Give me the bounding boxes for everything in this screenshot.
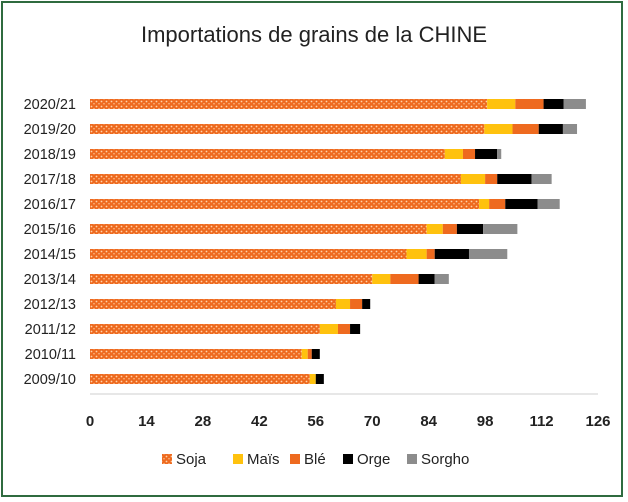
bar-mais-2012-13 — [335, 299, 351, 309]
bar-ble-2020-21 — [515, 99, 544, 109]
bar-ble-2015-16 — [442, 224, 457, 234]
bar-ble-2016-17 — [489, 199, 506, 209]
x-tick-label: 0 — [86, 413, 94, 430]
category-label: 2010/11 — [25, 347, 76, 363]
category-label: 2017/18 — [24, 172, 76, 188]
bar-mais-2010-11 — [301, 349, 308, 359]
bar-orge-2016-17 — [505, 199, 538, 209]
bar-mais-2016-17 — [479, 199, 490, 209]
bar-sorgho-2013-14 — [434, 274, 449, 284]
bar-mais-2013-14 — [372, 274, 391, 284]
bar-orge-2011-12 — [350, 324, 361, 334]
bar-ble-2011-12 — [337, 324, 351, 334]
category-label: 2013/14 — [24, 272, 76, 288]
bar-soja-2016-17 — [90, 199, 480, 209]
x-tick-label: 70 — [364, 413, 381, 430]
category-label: 2016/17 — [24, 197, 76, 213]
bar-soja-2018-19 — [90, 149, 445, 159]
bar-mais-2017-18 — [460, 174, 486, 184]
bar-ble-2018-19 — [462, 149, 476, 159]
category-label: 2011/12 — [25, 322, 76, 338]
bar-sorgho-2016-17 — [537, 199, 560, 209]
x-tick-label: 126 — [585, 413, 610, 430]
legend-swatch-mais — [233, 454, 243, 464]
bar-soja-2010-11 — [90, 349, 302, 359]
bar-soja-2020-21 — [90, 99, 488, 109]
legend-swatch-sorgho — [407, 454, 417, 464]
category-label: 2018/19 — [24, 147, 76, 163]
chart-title: Importations de grains de la CHINE — [140, 22, 488, 47]
bar-orge-2014-15 — [434, 249, 469, 259]
bar-ble-2010-11 — [307, 349, 312, 359]
bar-mais-2011-12 — [319, 324, 338, 334]
x-tick-label: 56 — [307, 413, 324, 430]
bar-sorgho-2015-16 — [483, 224, 518, 234]
legend-label-soja: Soja — [176, 451, 207, 468]
bar-orge-2010-11 — [311, 349, 320, 359]
legend-swatch-ble — [290, 454, 300, 464]
x-tick-label: 42 — [251, 413, 268, 430]
bar-orge-2012-13 — [362, 299, 371, 309]
bar-sorgho-2020-21 — [563, 99, 586, 109]
bar-mais-2009-10 — [309, 374, 316, 384]
bar-mais-2020-21 — [487, 99, 516, 109]
category-label: 2009/10 — [24, 372, 76, 388]
bar-sorgho-2017-18 — [531, 174, 552, 184]
bar-soja-2009-10 — [90, 374, 310, 384]
category-label: 2014/15 — [24, 247, 76, 263]
bar-soja-2012-13 — [90, 299, 336, 309]
category-label: 2020/21 — [24, 97, 76, 113]
x-tick-label: 98 — [477, 413, 494, 430]
bar-sorgho-2014-15 — [468, 249, 508, 259]
bar-orge-2019-20 — [538, 124, 563, 134]
bar-ble-2014-15 — [426, 249, 435, 259]
bar-orge-2015-16 — [456, 224, 484, 234]
bar-mais-2018-19 — [444, 149, 463, 159]
bar-mais-2014-15 — [406, 249, 427, 259]
bar-orge-2009-10 — [315, 374, 324, 384]
bar-soja-2019-20 — [90, 124, 485, 134]
bar-sorgho-2018-19 — [497, 149, 502, 159]
legend-label-sorgho: Sorgho — [421, 451, 469, 468]
legend-swatch-orge — [343, 454, 353, 464]
bar-ble-2017-18 — [485, 174, 498, 184]
bar-soja-2013-14 — [90, 274, 373, 284]
category-label: 2019/20 — [24, 122, 76, 138]
bar-soja-2014-15 — [90, 249, 407, 259]
category-label: 2012/13 — [24, 297, 76, 313]
bar-soja-2015-16 — [90, 224, 427, 234]
bar-orge-2018-19 — [475, 149, 498, 159]
bar-soja-2011-12 — [90, 324, 320, 334]
bar-orge-2013-14 — [418, 274, 435, 284]
x-tick-label: 28 — [195, 413, 212, 430]
bar-soja-2017-18 — [90, 174, 461, 184]
bar-ble-2012-13 — [350, 299, 363, 309]
bar-mais-2015-16 — [426, 224, 443, 234]
bar-ble-2013-14 — [390, 274, 419, 284]
legend-label-ble: Blé — [304, 451, 326, 468]
bar-orge-2017-18 — [497, 174, 532, 184]
legend-label-mais: Maïs — [247, 451, 280, 468]
bar-sorgho-2019-20 — [562, 124, 578, 134]
legend-label-orge: Orge — [357, 451, 390, 468]
x-tick-label: 14 — [138, 413, 155, 430]
x-tick-label: 112 — [529, 413, 553, 430]
category-label: 2015/16 — [24, 222, 76, 238]
legend-swatch-soja — [162, 454, 172, 464]
bar-mais-2019-20 — [484, 124, 513, 134]
x-tick-label: 84 — [420, 413, 437, 430]
bar-ble-2019-20 — [512, 124, 539, 134]
bar-orge-2020-21 — [543, 99, 564, 109]
